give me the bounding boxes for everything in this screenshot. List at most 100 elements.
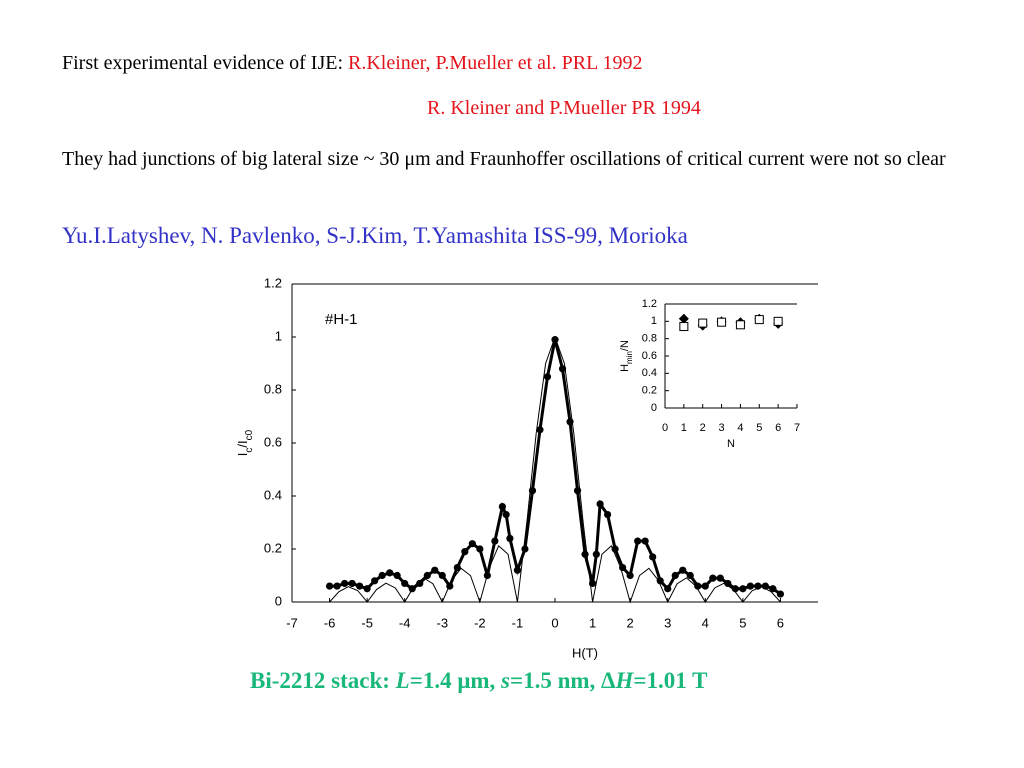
data-point [773,316,783,326]
data-point [453,563,461,572]
data-point [491,537,499,545]
y-tick-label: 1 [275,328,282,343]
x-axis-label: H(T) [572,645,598,660]
data-point [333,582,341,590]
y-label-part: I [235,453,250,457]
y-label-part: c [244,448,255,453]
data-point [716,574,724,582]
data-point [438,571,446,580]
data-point [498,503,506,511]
caption-part: =1.4 μm, [409,668,502,693]
x-tick-label: 1 [681,422,687,434]
caption-part: Bi-2212 stack: [250,668,396,693]
data-point [671,571,679,580]
data-point [679,566,687,574]
data-point [754,315,764,325]
y-tick-label: 0.8 [264,381,282,396]
x-tick-label: 4 [737,422,743,434]
data-point [701,582,709,590]
data-point [664,585,672,593]
data-point [468,540,476,548]
data-point [678,313,689,324]
caption-part: =1.01 T [633,668,708,693]
data-point [461,548,469,556]
reference: R.Kleiner, P.Mueller et al. PRL 1992 [348,52,643,74]
data-point [634,537,642,545]
data-point [416,579,424,588]
y-tick-label: 0.4 [642,367,657,379]
annotation: #H-1 [325,311,358,328]
theory-curve [329,335,781,604]
data-point [717,317,727,327]
data-point [423,571,431,580]
y-axis-label: Hmin/N [619,340,634,372]
data-point [502,510,510,519]
data-point [769,585,777,593]
y-tick-label: 0 [275,593,282,608]
data-point [521,545,529,553]
x-tick-label: 3 [664,615,671,630]
data-point [739,585,747,593]
x-tick-label: -7 [286,615,298,630]
data-point [476,545,484,553]
data-point [371,577,379,585]
data-line [329,339,782,596]
data-point [735,320,745,330]
x-tick-label: 6 [777,615,784,630]
caption-part: s [501,668,510,693]
data-point [596,500,604,508]
evidence-line: First experimental evidence of IJE: R.Kl… [62,52,643,75]
data-point [694,582,702,590]
y-tick-label: 0 [651,402,657,414]
x-tick-label: 0 [662,422,668,434]
data-point [401,579,409,588]
x-tick-label: -1 [512,615,524,630]
plot-area [325,335,785,604]
data-point [592,550,600,558]
data-point [363,585,371,593]
y-label-part: c0 [244,429,255,440]
data-point [536,426,544,434]
y-tick-label: 0.4 [264,487,282,502]
y-tick-label: 0.2 [264,540,282,555]
x-tick-label: -6 [324,615,336,630]
y-tick-label: 0.8 [642,333,657,345]
data-point [558,365,567,373]
caption-part: H [615,668,634,693]
x-tick-label: 3 [719,422,725,434]
data-point [746,582,754,590]
y-label-part: /I [235,440,250,447]
data-point [513,566,522,574]
data-point [626,571,634,580]
data-point [543,373,552,381]
x-tick-label: 0 [551,615,558,630]
y-label-part: min [625,351,634,364]
caption-part: L [395,668,410,693]
data-point [641,537,649,545]
x-tick-label: 7 [794,422,800,434]
y-tick-label: 1.2 [264,275,282,290]
data-point [356,582,364,590]
x-tick-label: -3 [437,615,449,630]
y-tick-label: 0.6 [642,350,657,362]
x-tick-label: 1 [589,615,596,630]
x-tick-label: 6 [775,422,781,434]
data-point [709,574,717,582]
authors: Yu.I.Latyshev, N. Pavlenko, S-J.Kim, T.Y… [62,223,688,248]
x-tick-label: -5 [361,615,373,630]
y-axis-label: Ic/Ic0 [235,429,255,456]
y-tick-label: 0.2 [642,385,657,397]
data-point [325,582,334,590]
reference: R. Kleiner and P.Mueller PR 1994 [427,97,701,119]
data-point [698,318,708,328]
data-point [348,579,356,588]
caption-part: =1.5 nm, Δ [510,668,616,693]
data-point [386,569,394,577]
y-label-part: /N [619,340,631,351]
y-tick-label: 0.6 [264,434,282,449]
x-tick-label: 5 [739,615,746,630]
caption: Bi-2212 stack: L=1.4 μm, s=1.5 nm, ΔH=1.… [250,668,707,694]
data-point [731,585,739,593]
x-tick-label: 2 [700,422,706,434]
